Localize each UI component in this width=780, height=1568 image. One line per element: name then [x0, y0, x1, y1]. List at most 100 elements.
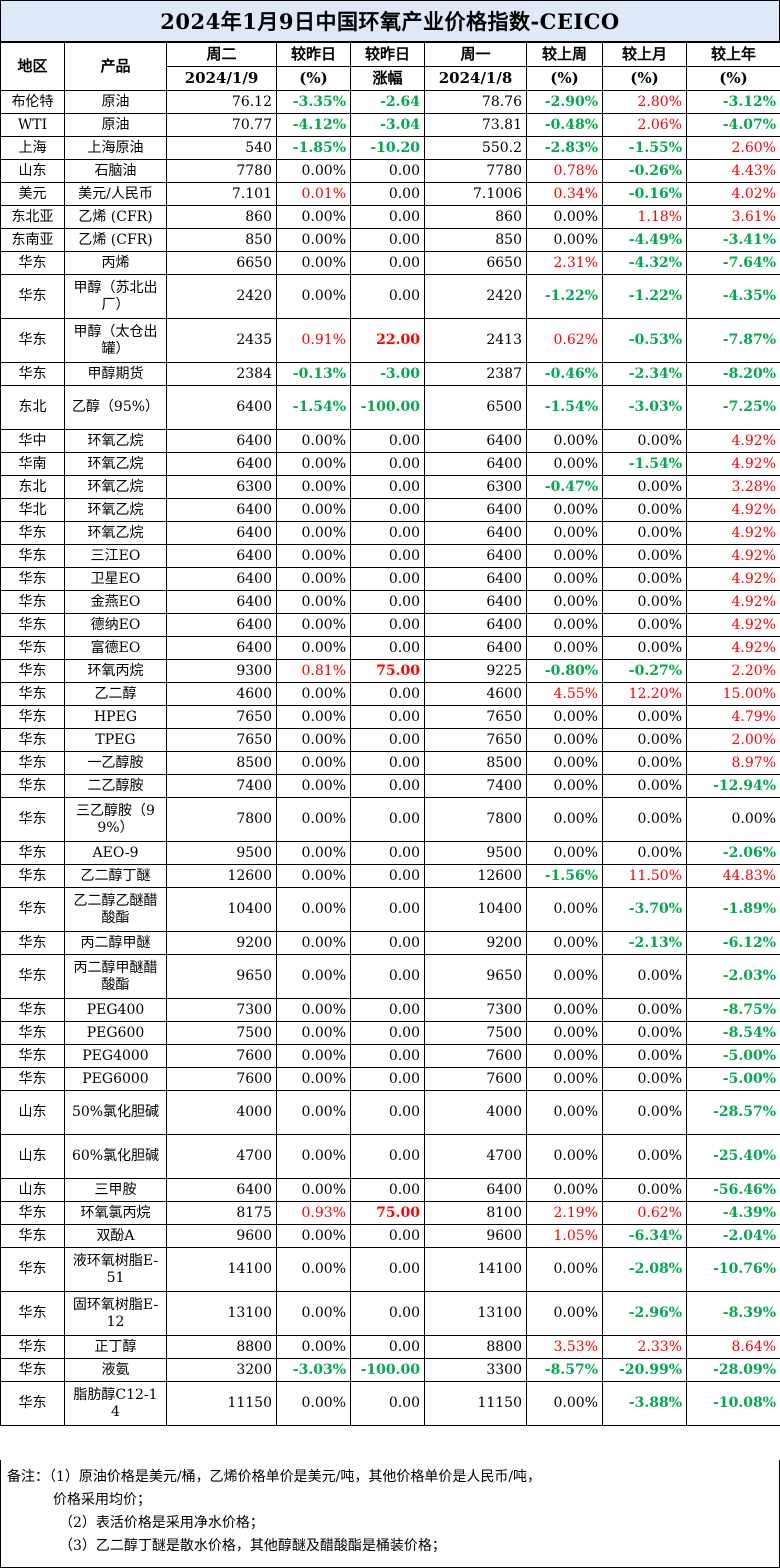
cell-change-month: 0.00%: [602, 954, 687, 999]
table-row: 华东 乙二醇丁醚 12600 0.00% 0.00 12600 -1.56% 11.50% 44…: [0, 864, 780, 888]
cell-change-week: 0.00%: [526, 590, 603, 614]
cell-change-pct: 0.00%: [276, 887, 351, 932]
cell-change-month: -1.22%: [602, 274, 687, 319]
cell-region: 山东: [0, 1134, 65, 1179]
cell-price-tue: 7650: [166, 705, 277, 729]
cell-change-abs: 0.00: [350, 544, 425, 568]
table-body: 布伦特 原油 76.12 -3.35% -2.64 78.76 -2.90% 2.80% -3.…: [0, 90, 780, 1426]
cell-change-year: 4.92%: [686, 521, 780, 545]
cell-price-tue: 8175: [166, 1201, 277, 1225]
cell-product: 二乙醇胺: [64, 774, 167, 798]
cell-product: 双酚A: [64, 1224, 167, 1248]
cell-region: 华东: [0, 362, 65, 386]
table-row: 华东 环氧氯丙烷 8175 0.93% 75.00 8100 2.19% 0.62% -4.39…: [0, 1201, 780, 1225]
cell-price-tue: 6400: [166, 590, 277, 614]
cell-change-abs: 0.00: [350, 1178, 425, 1202]
cell-change-abs: 0.00: [350, 159, 425, 183]
cell-price-mon: 9500: [424, 841, 527, 865]
cell-change-week: 0.00%: [526, 954, 603, 999]
cell-price-mon: 6300: [424, 475, 527, 499]
note-line-2: （2）表活价格是采用净水价格；: [59, 1515, 264, 1531]
cell-price-mon: 9650: [424, 954, 527, 999]
cell-price-tue: 540: [166, 136, 277, 160]
cell-change-month: 0.00%: [602, 544, 687, 568]
cell-change-pct: 0.00%: [276, 931, 351, 955]
cell-change-year: -5.00%: [686, 1044, 780, 1068]
cell-change-year: 4.02%: [686, 182, 780, 206]
cell-change-pct: -3.03%: [276, 1358, 351, 1382]
table-row: 华东 一乙醇胺 8500 0.00% 0.00 8500 0.00% 0.00% 8.97%: [0, 751, 780, 775]
cell-price-tue: 7780: [166, 159, 277, 183]
cell-price-mon: 3300: [424, 1358, 527, 1382]
cell-change-week: 0.00%: [526, 1090, 603, 1135]
table-row: 华中 环氧乙烷 6400 0.00% 0.00 6400 0.00% 0.00% 4.92%: [0, 429, 780, 453]
cell-region: 东北: [0, 475, 65, 499]
cell-region: 华东: [0, 613, 65, 637]
cell-change-month: 0.00%: [602, 521, 687, 545]
cell-region: 华东: [0, 1044, 65, 1068]
cell-price-tue: 850: [166, 228, 277, 252]
cell-change-week: 0.00%: [526, 1067, 603, 1091]
table-row: 华东 德纳EO 6400 0.00% 0.00 6400 0.00% 0.00% 4.92%: [0, 613, 780, 637]
cell-product: 环氧丙烷: [64, 659, 167, 683]
cell-change-month: -3.03%: [602, 385, 687, 430]
cell-price-tue: 7600: [166, 1067, 277, 1091]
cell-change-pct: 0.00%: [276, 841, 351, 865]
cell-change-year: 4.92%: [686, 452, 780, 476]
cell-change-month: -4.49%: [602, 228, 687, 252]
cell-change-week: -8.57%: [526, 1358, 603, 1382]
cell-price-mon: 6400: [424, 636, 527, 660]
table-row: 美元 美元/人民币 7.101 0.01% 0.00 7.1006 0.34% -0.16% 4…: [0, 182, 780, 206]
cell-change-pct: 0.00%: [276, 429, 351, 453]
cell-change-year: -5.00%: [686, 1067, 780, 1091]
cell-price-mon: 78.76: [424, 90, 527, 114]
cell-change-year: -4.39%: [686, 1201, 780, 1225]
cell-price-tue: 6300: [166, 475, 277, 499]
cell-change-pct: 0.00%: [276, 864, 351, 888]
cell-change-week: 0.00%: [526, 1247, 603, 1292]
cell-change-week: 0.00%: [526, 998, 603, 1022]
cell-change-month: 0.00%: [602, 705, 687, 729]
cell-product: PEG4000: [64, 1044, 167, 1068]
cell-price-tue: 6400: [166, 385, 277, 430]
table-row: 东北 乙醇（95%） 6400 -1.54% -100.00 6500 -1.54% -3.0…: [0, 385, 780, 430]
price-table: 地区 产品 周二 较昨日 较昨日 周一 较上周 较上月 较上年 2024/1/9…: [0, 42, 780, 1426]
cell-change-month: 0.00%: [602, 774, 687, 798]
cell-price-tue: 6650: [166, 251, 277, 275]
cell-change-week: 0.00%: [526, 429, 603, 453]
cell-change-abs: 0.00: [350, 774, 425, 798]
cell-change-year: 4.92%: [686, 544, 780, 568]
cell-change-week: 0.00%: [526, 613, 603, 637]
cell-change-pct: 0.00%: [276, 613, 351, 637]
cell-change-week: 0.00%: [526, 774, 603, 798]
cell-change-month: -6.34%: [602, 1224, 687, 1248]
cell-product: 液环氧树脂E-51: [64, 1247, 167, 1292]
cell-price-tue: 4600: [166, 682, 277, 706]
cell-change-abs: -3.04: [350, 113, 425, 137]
table-row: 布伦特 原油 76.12 -3.35% -2.64 78.76 -2.90% 2.80% -3.…: [0, 90, 780, 114]
cell-change-month: 0.00%: [602, 613, 687, 637]
cell-price-tue: 14100: [166, 1247, 277, 1292]
cell-price-tue: 7300: [166, 998, 277, 1022]
cell-product: 丙烯: [64, 251, 167, 275]
cell-price-mon: 850: [424, 228, 527, 252]
cell-product: 乙醇（95%）: [64, 385, 167, 430]
cell-change-week: 1.05%: [526, 1224, 603, 1248]
header-chg-abs: 较昨日: [350, 42, 425, 67]
cell-change-month: 0.00%: [602, 797, 687, 842]
cell-change-pct: 0.00%: [276, 998, 351, 1022]
cell-price-mon: 13100: [424, 1291, 527, 1336]
cell-product: HPEG: [64, 705, 167, 729]
cell-region: 华东: [0, 774, 65, 798]
cell-region: 华东: [0, 1067, 65, 1091]
cell-change-year: 2.00%: [686, 728, 780, 752]
cell-price-mon: 2387: [424, 362, 527, 386]
cell-change-month: 1.18%: [602, 205, 687, 229]
cell-price-tue: 13100: [166, 1291, 277, 1336]
cell-change-year: -2.03%: [686, 954, 780, 999]
cell-change-pct: 0.00%: [276, 1381, 351, 1426]
cell-price-tue: 10400: [166, 887, 277, 932]
table-row: 华北 环氧乙烷 6400 0.00% 0.00 6400 0.00% 0.00% 4.92%: [0, 498, 780, 522]
cell-change-week: 0.62%: [526, 318, 603, 363]
cell-change-year: -4.35%: [686, 274, 780, 319]
